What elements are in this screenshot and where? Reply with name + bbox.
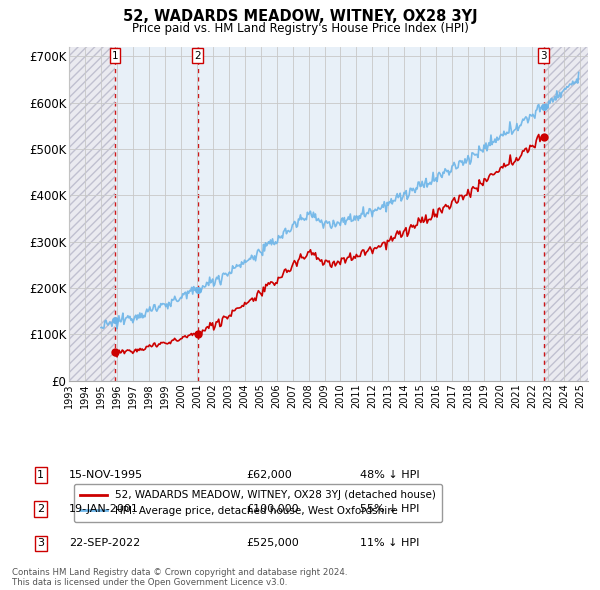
Bar bbox=[69, 47, 115, 381]
Bar bbox=[115, 47, 544, 381]
Text: 48% ↓ HPI: 48% ↓ HPI bbox=[360, 470, 419, 480]
Text: 15-NOV-1995: 15-NOV-1995 bbox=[69, 470, 143, 480]
Text: 11% ↓ HPI: 11% ↓ HPI bbox=[360, 539, 419, 548]
Text: 52, WADARDS MEADOW, WITNEY, OX28 3YJ: 52, WADARDS MEADOW, WITNEY, OX28 3YJ bbox=[122, 9, 478, 24]
Text: 3: 3 bbox=[541, 51, 547, 61]
Text: 2: 2 bbox=[194, 51, 201, 61]
Text: 1: 1 bbox=[37, 470, 44, 480]
Text: 55% ↓ HPI: 55% ↓ HPI bbox=[360, 504, 419, 514]
Text: Price paid vs. HM Land Registry's House Price Index (HPI): Price paid vs. HM Land Registry's House … bbox=[131, 22, 469, 35]
Text: 19-JAN-2001: 19-JAN-2001 bbox=[69, 504, 139, 514]
Text: £525,000: £525,000 bbox=[246, 539, 299, 548]
Text: Contains HM Land Registry data © Crown copyright and database right 2024.
This d: Contains HM Land Registry data © Crown c… bbox=[12, 568, 347, 587]
Text: 1: 1 bbox=[112, 51, 118, 61]
Text: 2: 2 bbox=[37, 504, 44, 514]
Legend: 52, WADARDS MEADOW, WITNEY, OX28 3YJ (detached house), HPI: Average price, detac: 52, WADARDS MEADOW, WITNEY, OX28 3YJ (de… bbox=[74, 484, 442, 522]
Text: £62,000: £62,000 bbox=[246, 470, 292, 480]
Bar bbox=[544, 47, 588, 381]
Text: £100,000: £100,000 bbox=[246, 504, 299, 514]
Text: 3: 3 bbox=[37, 539, 44, 548]
Text: 22-SEP-2022: 22-SEP-2022 bbox=[69, 539, 140, 548]
